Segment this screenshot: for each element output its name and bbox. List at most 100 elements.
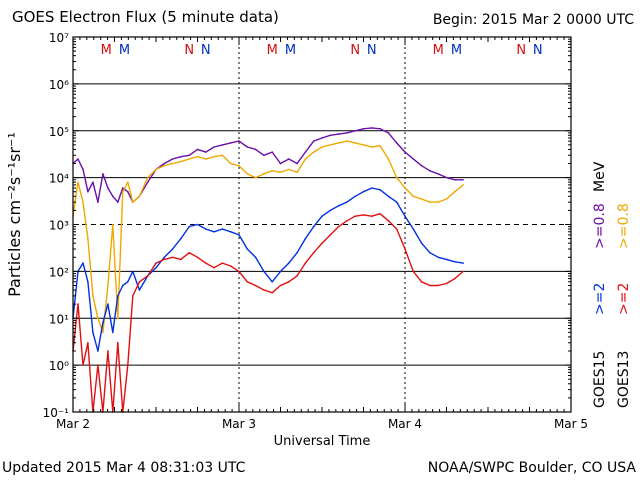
data-point [229,162,232,165]
data-point [155,262,157,264]
data-point [117,201,119,203]
data-point [117,317,119,320]
data-point [82,262,84,264]
updated-timestamp: Updated 2015 Mar 4 08:31:03 UTC [2,460,246,476]
data-point [229,231,232,233]
data-point [412,158,415,160]
data-point [279,162,282,165]
data-point [354,195,357,198]
data-point [263,289,265,291]
data-point [132,270,134,273]
data-point [246,281,249,283]
data-point [196,223,199,226]
legend-unit: MeV [592,161,608,192]
y-tick-label: 10¹ [49,312,69,326]
data-point [205,262,207,264]
data-point [462,270,464,273]
data-point [146,176,149,179]
data-point [454,277,456,280]
data-point [221,154,224,157]
data-point [321,137,323,139]
data-point [362,128,365,130]
data-point [97,201,99,203]
data-point [454,190,456,193]
data-point [412,195,415,198]
data-point [122,190,124,193]
data-point [279,284,282,287]
legend-goes13-08: >=0.8 [616,203,632,249]
data-point [420,164,423,167]
data-point [171,162,174,165]
data-point [279,270,282,273]
chart-grid [73,37,571,412]
data-point [404,215,406,217]
data-point [429,170,431,172]
data-point [254,256,257,259]
data-point [337,142,340,144]
data-point [112,331,114,334]
data-point [221,144,224,146]
data-point [445,258,448,261]
y-axis-label: Particles cm⁻²s⁻¹sr⁻¹ [5,132,24,297]
marker-n: N [367,43,377,58]
data-point [346,132,348,134]
data-point [107,187,109,189]
data-point [127,281,129,283]
data-point [97,350,99,352]
data-point [205,158,207,160]
credit-label: NOAA/SWPC Boulder, CO USA [427,460,636,476]
marker-n: N [533,43,543,58]
data-point [221,228,224,230]
marker-n: N [350,43,360,58]
data-point [112,223,114,226]
data-point [462,179,464,181]
data-point [379,189,381,191]
series-layer [72,127,464,413]
data-point [263,270,265,273]
data-point [379,144,381,147]
data-point [288,168,290,171]
axis-ticks: 10⁻¹ 10⁰ 10¹ 10² 10³ 10⁴ 10⁵ 10⁶ 10⁷ Mar 2 Mar 3 Ma… [43,31,588,431]
data-point [346,220,348,222]
data-point [271,151,274,153]
marker-m: M [433,43,444,58]
data-point [246,173,249,175]
data-point [271,291,274,294]
marker-m: M [119,43,130,58]
data-point [171,248,174,250]
data-point [437,201,440,203]
data-point [304,151,307,153]
data-point [246,146,249,148]
data-point [146,181,149,183]
data-point [346,201,348,203]
y-tick-label: 10³ [49,219,69,233]
data-point [97,364,99,366]
data-point [379,128,381,130]
data-point [238,234,240,236]
data-point [312,225,315,228]
data-point [437,173,440,175]
data-point [221,262,224,264]
data-point [445,282,448,285]
begin-time-label: Begin: 2015 Mar 2 0000 UTC [432,12,634,28]
y-tick-label: 10⁷ [49,31,69,45]
data-point [77,181,79,183]
data-point [254,176,257,179]
x-tick-label: Mar 5 [554,417,588,431]
data-point [107,303,109,305]
data-point [196,155,199,158]
data-point [163,162,166,165]
y-tick-label: 10⁵ [49,125,69,139]
data-point [138,289,141,291]
data-point [420,281,423,283]
data-point [395,201,398,203]
data-point [329,134,332,137]
marker-n: N [184,43,194,58]
marker-n: N [516,43,526,58]
y-tick-label: 10⁰ [49,359,69,373]
data-point [445,176,448,179]
data-point [412,228,415,230]
data-point [329,209,332,212]
data-point [238,140,240,142]
